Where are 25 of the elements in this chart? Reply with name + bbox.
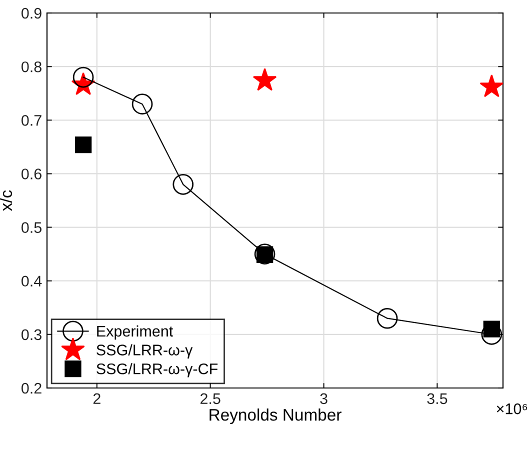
x-axis-title: Reynolds Number xyxy=(210,408,342,424)
text: ×10⁶ xyxy=(496,403,528,414)
point xyxy=(376,308,398,329)
y-tick-label: 0.5 xyxy=(22,222,42,233)
point xyxy=(72,66,94,88)
x-tick-label: 2 xyxy=(93,393,100,404)
y-tick-label: 0.2 xyxy=(22,382,42,394)
point xyxy=(132,94,153,114)
point xyxy=(172,174,194,195)
y-tick-label: 0.3 xyxy=(22,329,42,340)
legend-label: SSG/LRR-ω-γ xyxy=(96,344,193,358)
legend-label: Experiment xyxy=(97,325,174,340)
y-tick-label: 0.4 xyxy=(22,276,42,287)
x-tick-label: 3 xyxy=(320,393,328,404)
x-tick-label: 2.5 xyxy=(200,393,220,404)
y-tick-label: 0.6 xyxy=(22,168,42,180)
point xyxy=(74,136,92,154)
y-tick-label: 0.7 xyxy=(22,115,42,126)
y-tick-label: 0.8 xyxy=(22,61,42,72)
x-tick-label: 3.5 xyxy=(427,393,448,404)
legend-label: SSG/LRR-ω-γ-CF xyxy=(96,363,218,378)
y-axis-title: x/c xyxy=(0,190,12,211)
point xyxy=(480,74,503,98)
y-tick-label: 0.9 xyxy=(22,8,42,19)
point xyxy=(252,68,277,91)
